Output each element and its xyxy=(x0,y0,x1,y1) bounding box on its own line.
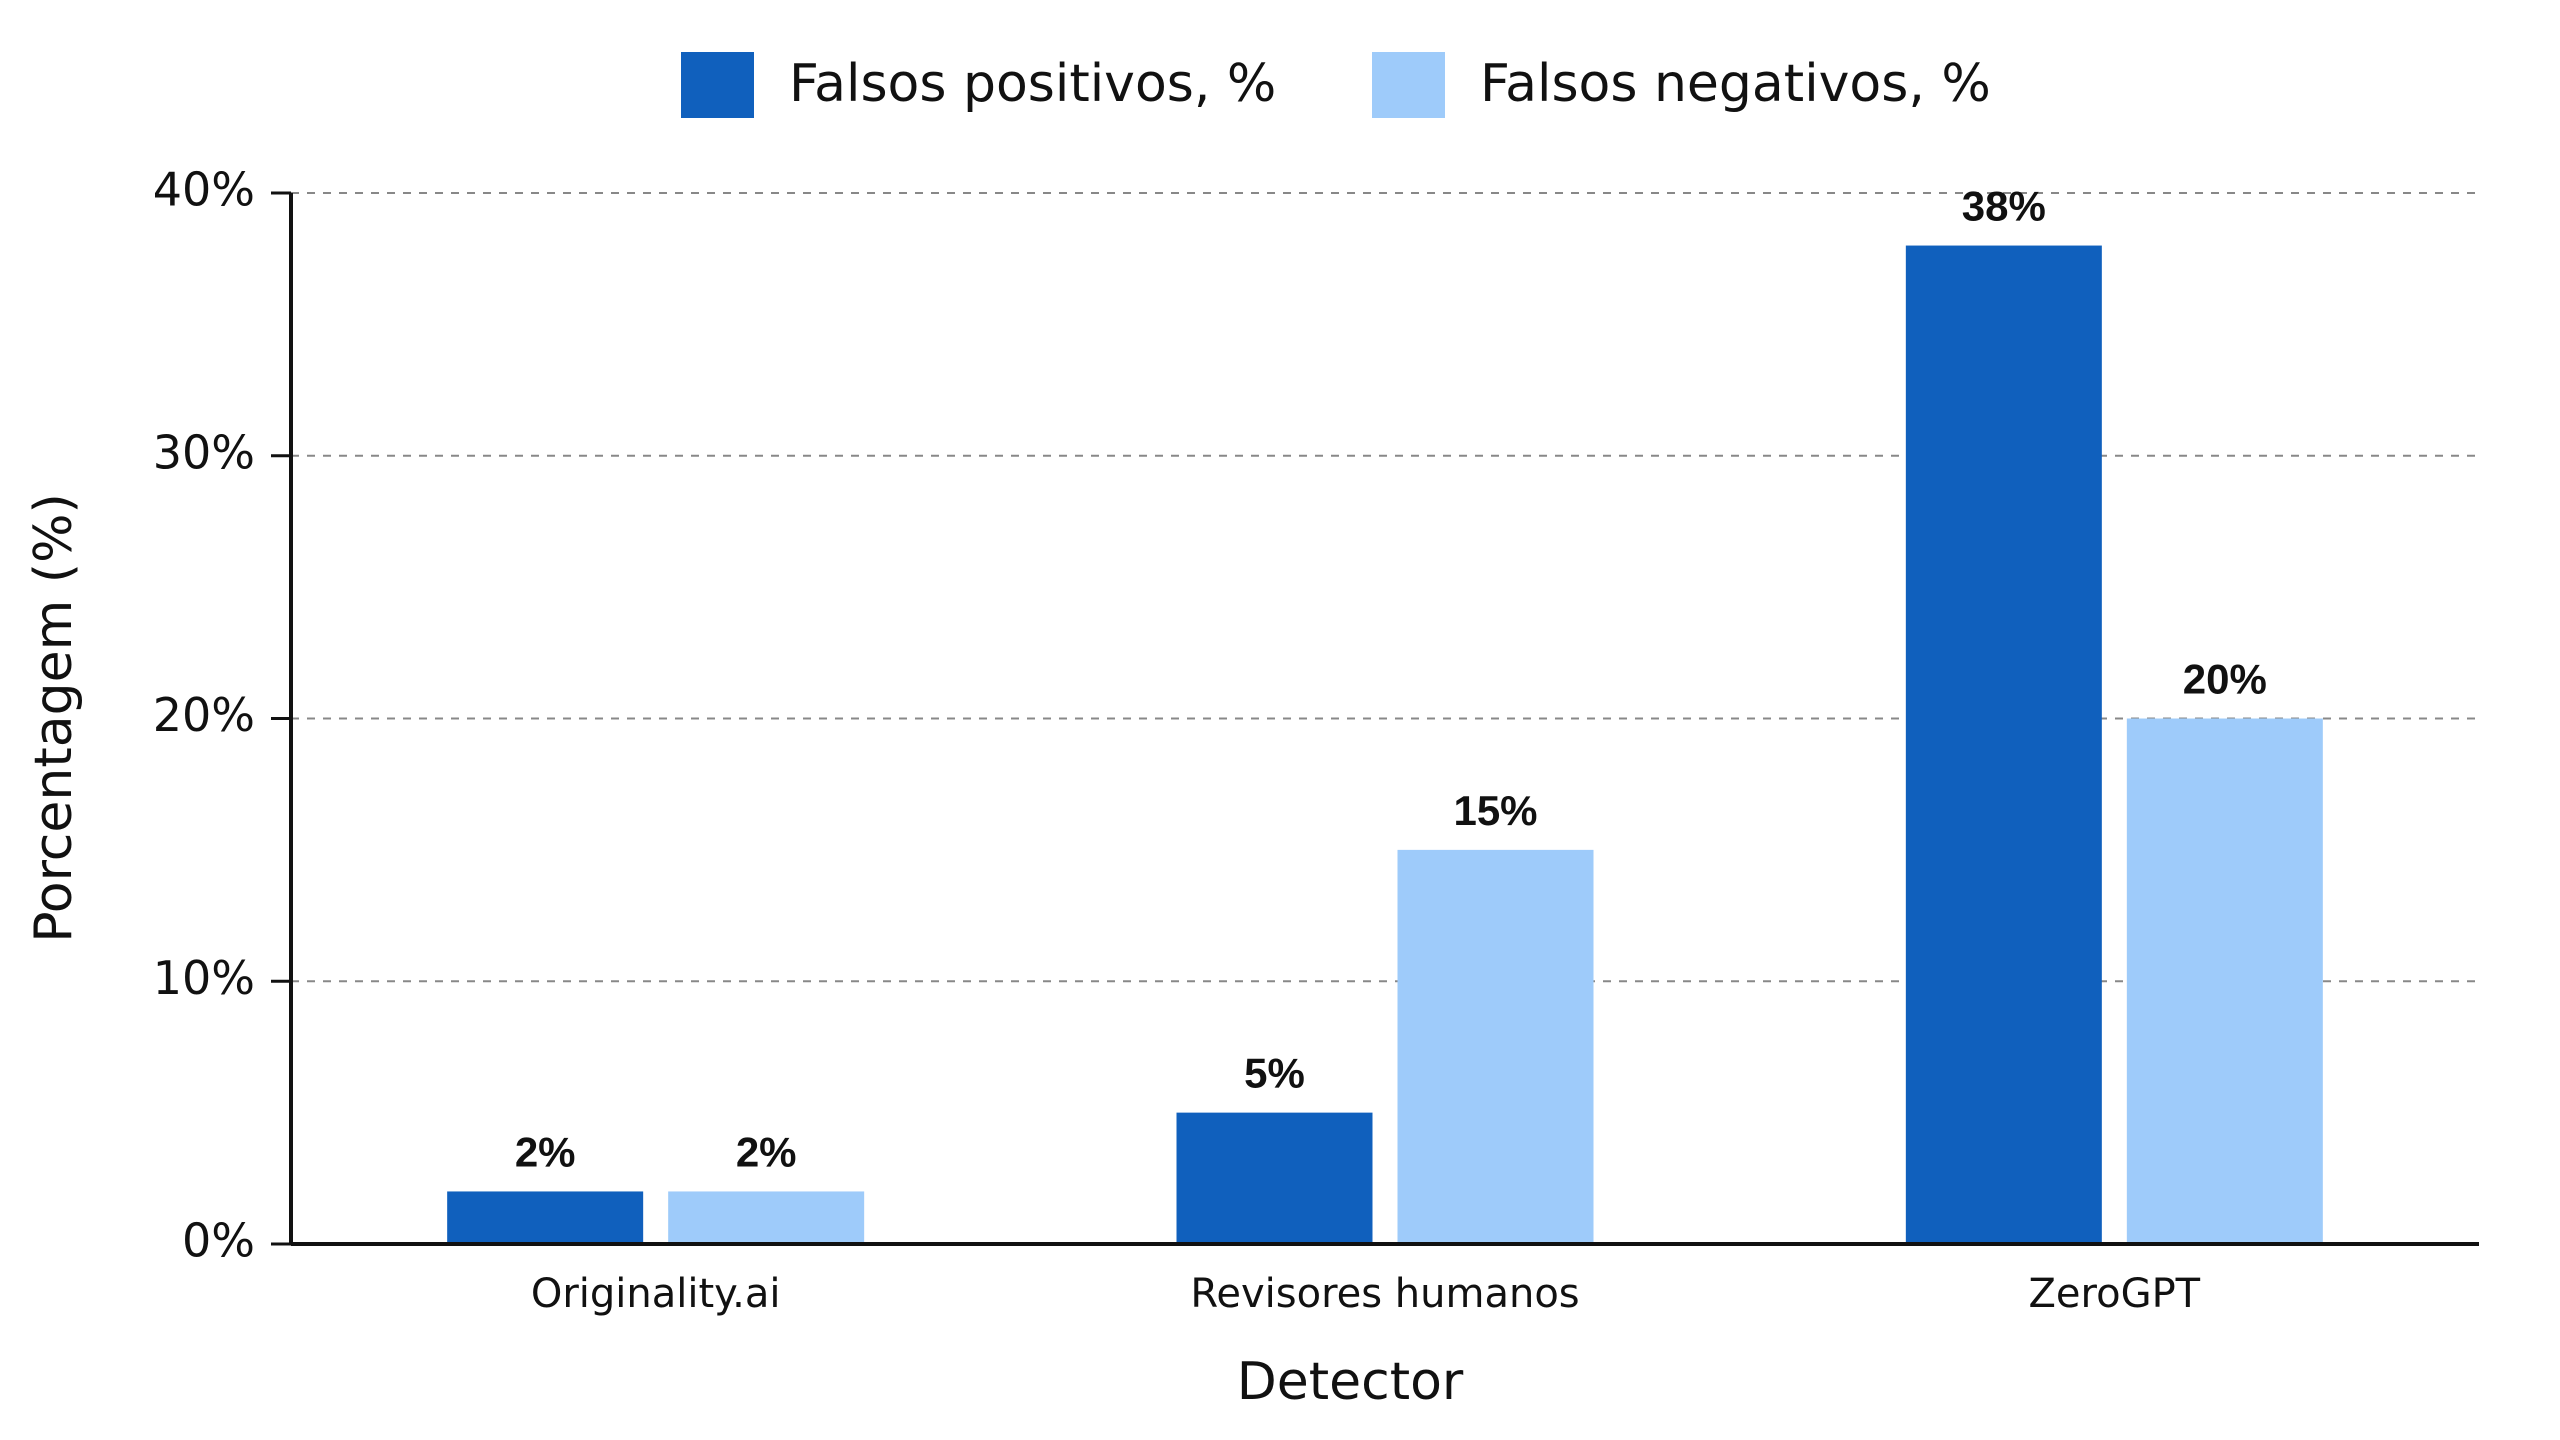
value-label: 15% xyxy=(1453,787,1537,834)
y-axis-label: Porcentagem (%) xyxy=(24,493,84,943)
y-tick-label: 10% xyxy=(153,951,255,1005)
x-tick-label: Revisores humanos xyxy=(1190,1271,1579,1317)
value-label: 2% xyxy=(515,1129,576,1176)
value-label: 20% xyxy=(2183,656,2267,703)
bar xyxy=(668,1191,865,1244)
bar xyxy=(2126,718,2323,1244)
value-label: 5% xyxy=(1244,1050,1305,1097)
bar xyxy=(1905,245,2102,1245)
bar xyxy=(1397,849,1594,1244)
bar xyxy=(447,1191,644,1244)
y-tick-label: 20% xyxy=(153,688,255,742)
x-tick-label: ZeroGPT xyxy=(2029,1271,2201,1317)
x-tick-label: Originality.ai xyxy=(531,1271,781,1317)
y-tick-label: 40% xyxy=(153,163,255,217)
value-label: 2% xyxy=(736,1129,797,1176)
y-tick-label: 30% xyxy=(153,425,255,479)
legend-label: Falsos positivos, % xyxy=(789,54,1276,114)
bar xyxy=(1176,1112,1373,1244)
legend-swatch xyxy=(1372,52,1445,118)
legend-swatch xyxy=(681,52,754,118)
value-label: 38% xyxy=(1962,183,2046,230)
x-axis-label: Detector xyxy=(1237,1352,1464,1412)
y-tick-label: 0% xyxy=(182,1214,255,1268)
legend-label: Falsos negativos, % xyxy=(1480,54,1991,114)
